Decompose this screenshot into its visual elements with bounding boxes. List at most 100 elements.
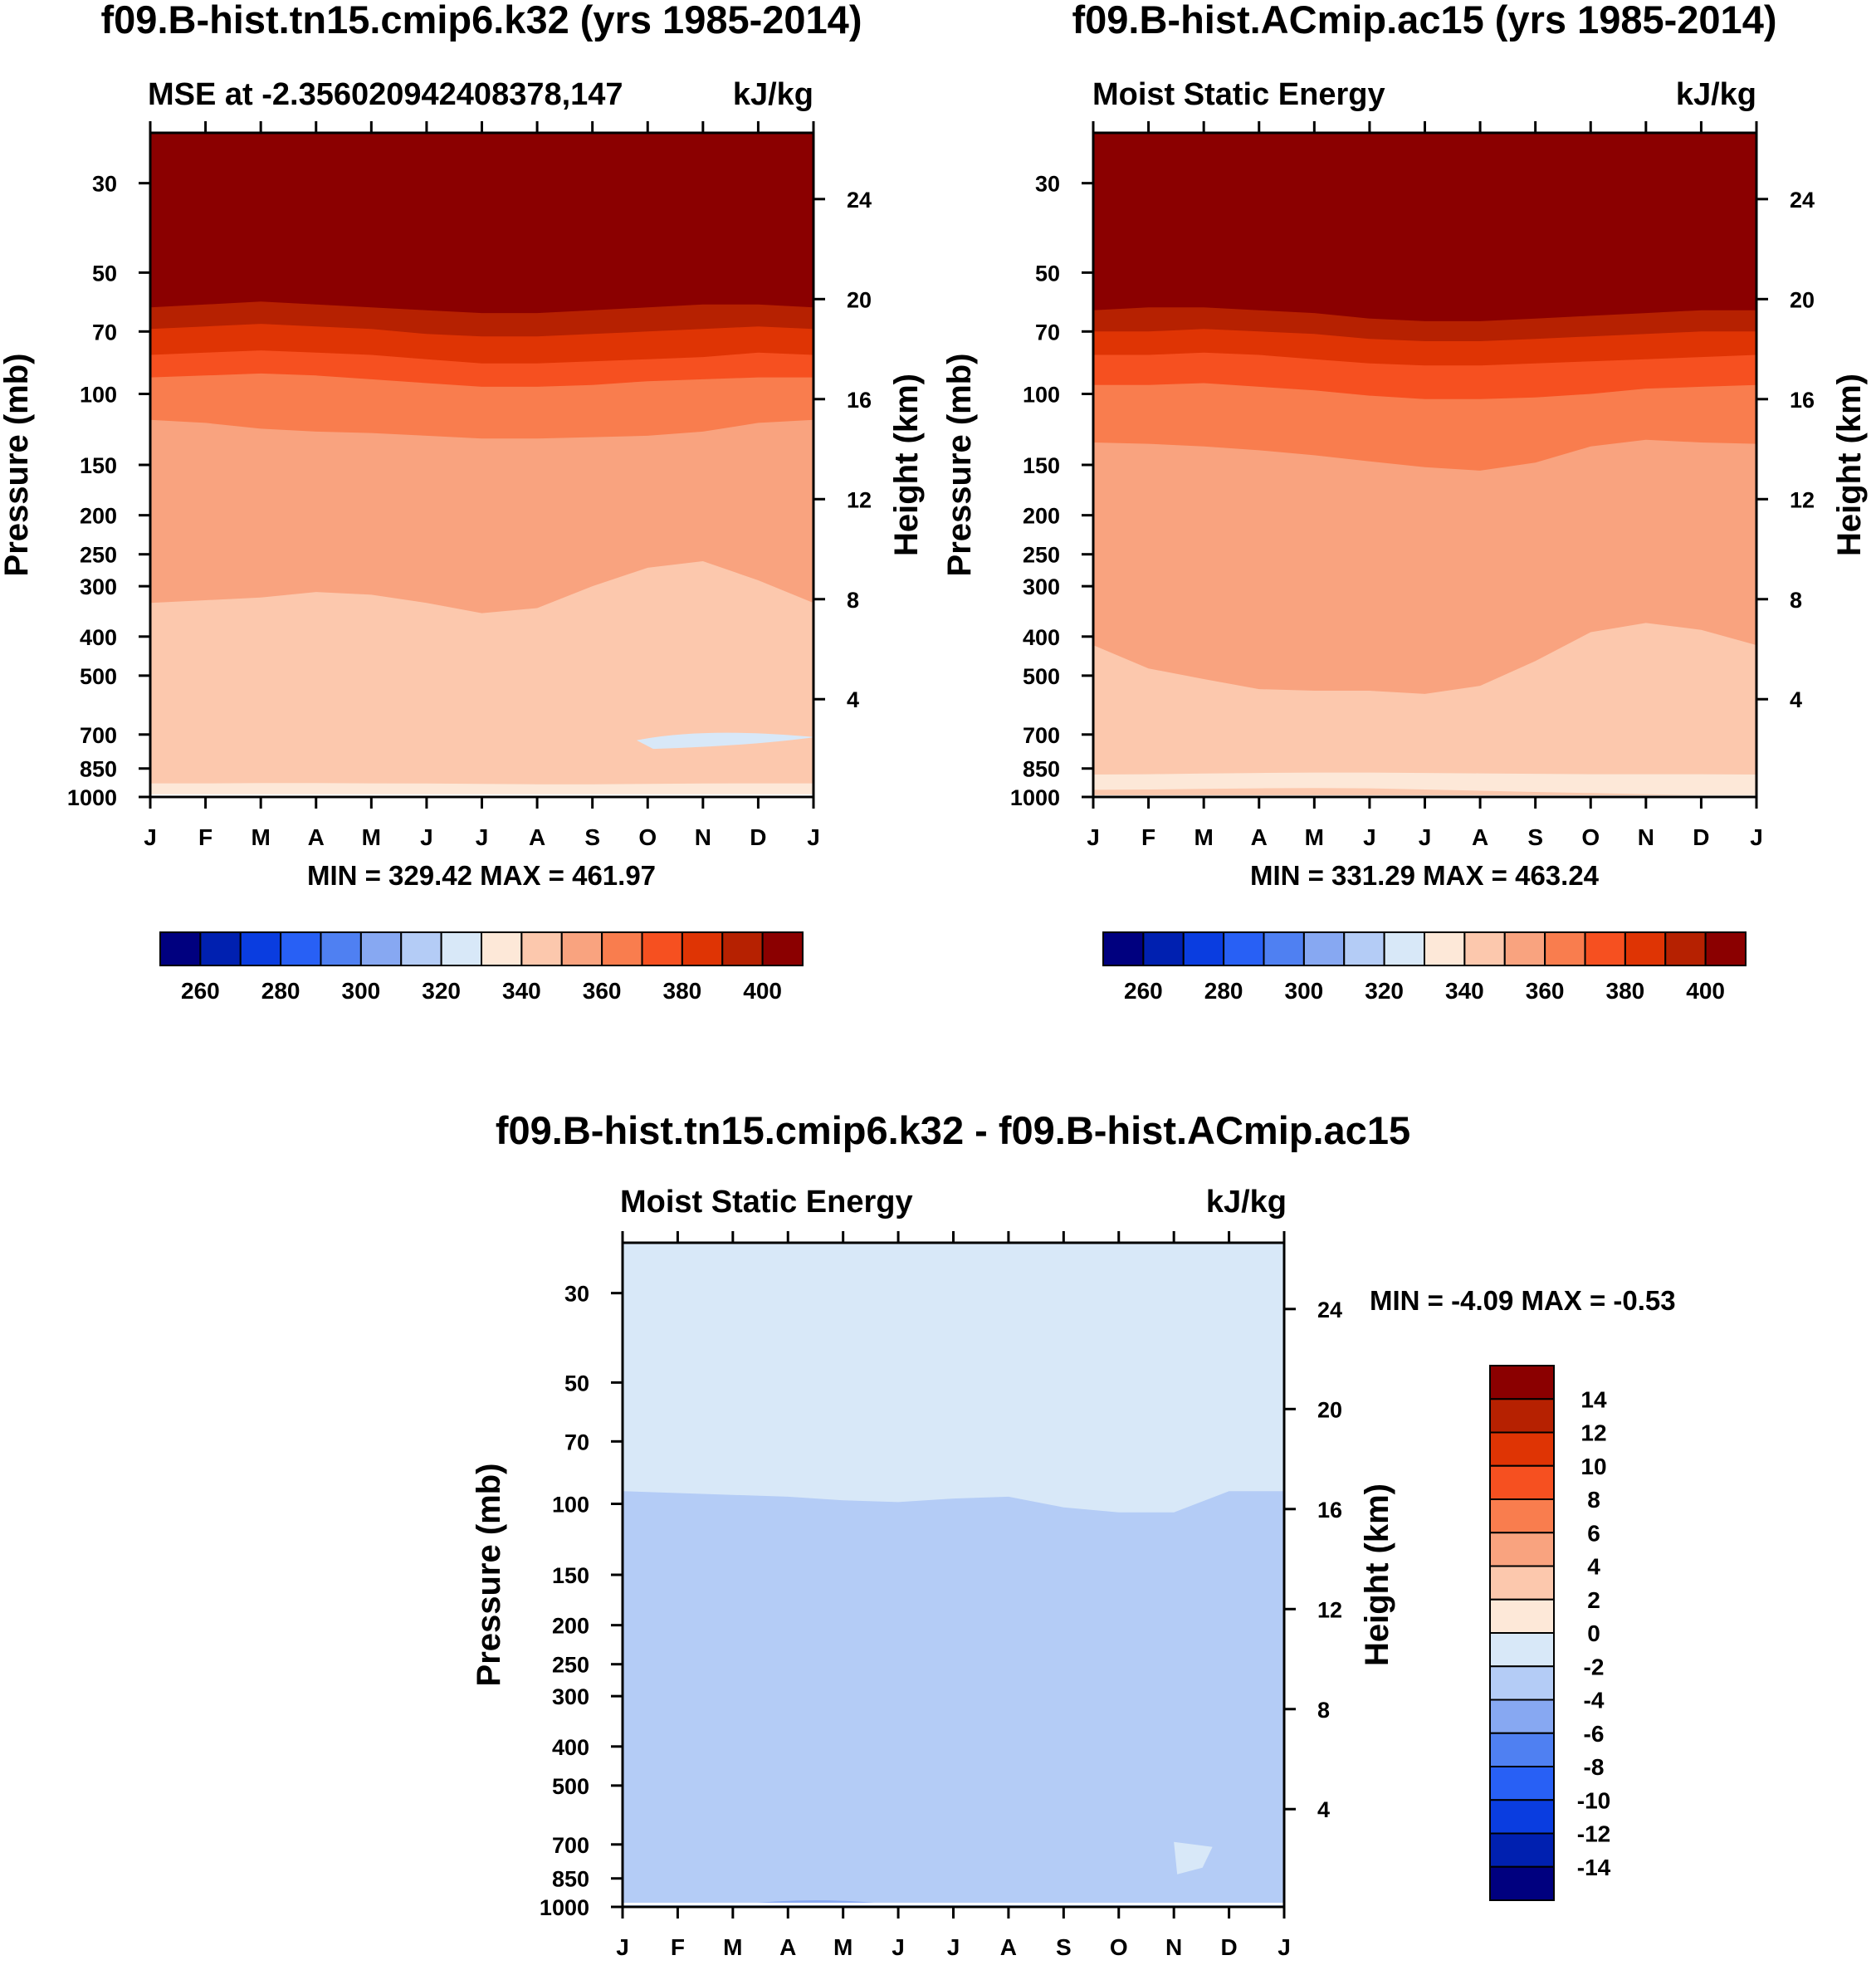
panel-1-stats: MIN = 329.42 MAX = 461.97: [307, 860, 656, 891]
panel-1-height-label: 24: [847, 188, 872, 213]
panel-3-cbar-label: 14: [1580, 1386, 1607, 1412]
panel-2-cbar-cell: [1704, 931, 1747, 966]
panel-1-units: kJ/kg: [733, 77, 813, 112]
panel-2-title: f09.B-hist.ACmip.ac15 (yrs 1985-2014): [1072, 0, 1776, 42]
panel-2-cbar-label: 260: [1124, 978, 1163, 1004]
panel-1-month-label: F: [198, 824, 213, 850]
panel-1-cbar-cell: [159, 931, 202, 966]
panel-2-cbar-cell: [1664, 931, 1707, 966]
panel-3-cbar-cell: [1489, 1598, 1555, 1634]
panel-2-cbar-cell: [1302, 931, 1346, 966]
panel-2-cbar-label: 280: [1204, 978, 1243, 1004]
panel-2-pressure-label: 700: [1023, 723, 1060, 748]
panel-3-cbar-label: -4: [1584, 1688, 1605, 1713]
panel-2-stats: MIN = 331.29 MAX = 463.24: [1250, 860, 1600, 891]
panel-3-pressure-label: 850: [552, 1867, 589, 1892]
panel-1-pressure-label: 700: [80, 723, 117, 748]
panel-3-height-label: 4: [1317, 1797, 1330, 1822]
panel-1-cbar-label: 280: [261, 978, 300, 1004]
panel-2-height-label: 20: [1790, 287, 1815, 312]
panel-1-month-label: N: [695, 824, 711, 850]
panel-3-cbar-label: 6: [1587, 1520, 1600, 1546]
panel-2-units: kJ/kg: [1676, 77, 1756, 112]
panel-2-band-6: [1093, 623, 1756, 797]
panel-top-left: f09.B-hist.tn15.cmip6.k32 (yrs 1985-2014…: [0, 0, 925, 1004]
panel-3-month-label: O: [1110, 1934, 1128, 1960]
panel-3-pressure-label: 70: [564, 1430, 589, 1454]
panel-1-height-label: 8: [847, 588, 859, 613]
panel-1-cbar-cell: [761, 931, 804, 966]
panel-1-month-label: M: [252, 824, 271, 850]
panel-1-pressure-label: 30: [92, 172, 117, 197]
panel-2-cbar-label: 320: [1365, 978, 1404, 1004]
panel-3-month-label: D: [1220, 1934, 1237, 1960]
panel-3-cbar-label: 12: [1580, 1420, 1606, 1446]
panel-2-month-label: M: [1194, 824, 1214, 850]
panel-3-month-label: A: [779, 1934, 796, 1960]
panel-1-pressure-label: 100: [80, 383, 117, 408]
panel-2-plot-area: [1093, 133, 1756, 797]
panel-1-pressure-label: 70: [92, 320, 117, 345]
panel-3-cbar-cell: [1489, 1532, 1555, 1567]
panel-1-month-label: J: [807, 824, 820, 850]
panel-1-cbar-cell: [320, 931, 362, 966]
panel-3-cbar-label: 8: [1587, 1487, 1600, 1513]
panel-2-month-label: N: [1638, 824, 1654, 850]
panel-2-ylabel-left: Pressure (mb): [941, 354, 978, 577]
panel-3-ylabel-right: Height (km): [1359, 1484, 1395, 1666]
panel-2-ylabel-right: Height (km): [1831, 374, 1868, 556]
panel-3-cbar-cell: [1489, 1799, 1555, 1835]
panel-2-height-label: 24: [1790, 188, 1815, 213]
panel-2-pressure-label: 200: [1023, 504, 1060, 529]
panel-3-cbar-cell: [1489, 1464, 1555, 1500]
panel-2-cbar-cell: [1503, 931, 1546, 966]
panel-1-month-label: M: [362, 824, 381, 850]
panel-2-cbar-cell: [1424, 931, 1466, 966]
panel-1-cbar-label: 360: [583, 978, 622, 1004]
panel-2-month-label: J: [1363, 824, 1376, 850]
panel-2-cbar-cell: [1142, 931, 1185, 966]
panel-2-pressure-label: 850: [1023, 757, 1060, 782]
panel-1-month-label: J: [144, 824, 157, 850]
panel-3-cbar-cell: [1489, 1565, 1555, 1601]
panel-1-blob: [636, 732, 813, 750]
panel-3-cbar-label: 10: [1580, 1454, 1606, 1479]
panel-3-pressure-label: 400: [552, 1735, 589, 1760]
panel-2-height-label: 4: [1790, 687, 1802, 712]
panel-3-cbar-label: -14: [1577, 1855, 1611, 1880]
panel-3-cbar-cell: [1489, 1632, 1555, 1668]
panel-2-pressure-label: 250: [1023, 543, 1060, 568]
panel-1-pressure-label: 400: [80, 625, 117, 650]
panel-1-height-label: 20: [847, 287, 872, 312]
panel-3-month-label: A: [1000, 1934, 1017, 1960]
panel-3-units: kJ/kg: [1206, 1185, 1287, 1220]
panel-3-month-label: J: [947, 1934, 960, 1960]
panel-2-cbar-label: 300: [1285, 978, 1324, 1004]
panel-1-band-6: [150, 561, 813, 797]
panel-2-month-label: F: [1141, 824, 1155, 850]
panel-3-cbar-cell: [1489, 1431, 1555, 1467]
panel-3-month-label: J: [892, 1934, 905, 1960]
panel-1-month-label: D: [750, 824, 766, 850]
panel-1-month-label: A: [308, 824, 325, 850]
panel-3-cbar-label: -10: [1577, 1787, 1610, 1813]
panel-1-pressure-label: 50: [92, 261, 117, 286]
panel-2-height-label: 8: [1790, 588, 1802, 613]
panel-2-cbar-cell: [1263, 931, 1305, 966]
panel-1-title: f09.B-hist.tn15.cmip6.k32 (yrs 1985-2014…: [101, 0, 862, 42]
panel-1-plot-area: [150, 133, 813, 798]
panel-2-colorbar: 260 280 300 320 340 360 380 400: [1102, 931, 1747, 1004]
panel-2-cbar-cell: [1343, 931, 1385, 966]
panel-1-month-label: J: [420, 824, 433, 850]
panel-bottom-difference: f09.B-hist.tn15.cmip6.k32 - f09.B-hist.A…: [471, 1108, 1676, 1960]
panel-1-pressure-label: 300: [80, 574, 117, 599]
panel-1-pressure-label: 1000: [67, 785, 117, 810]
panel-1-pressure-label: 150: [80, 453, 117, 478]
panel-3-cbar-label: -8: [1584, 1754, 1605, 1780]
panel-3-month-label: F: [671, 1934, 685, 1960]
panel-1-cbar-cell: [560, 931, 603, 966]
panel-1-cbar-label: 400: [743, 978, 782, 1004]
panel-1-cbar-label: 320: [422, 978, 461, 1004]
panel-3-pressure-label: 200: [552, 1614, 589, 1639]
panel-2-cbar-cell: [1624, 931, 1667, 966]
